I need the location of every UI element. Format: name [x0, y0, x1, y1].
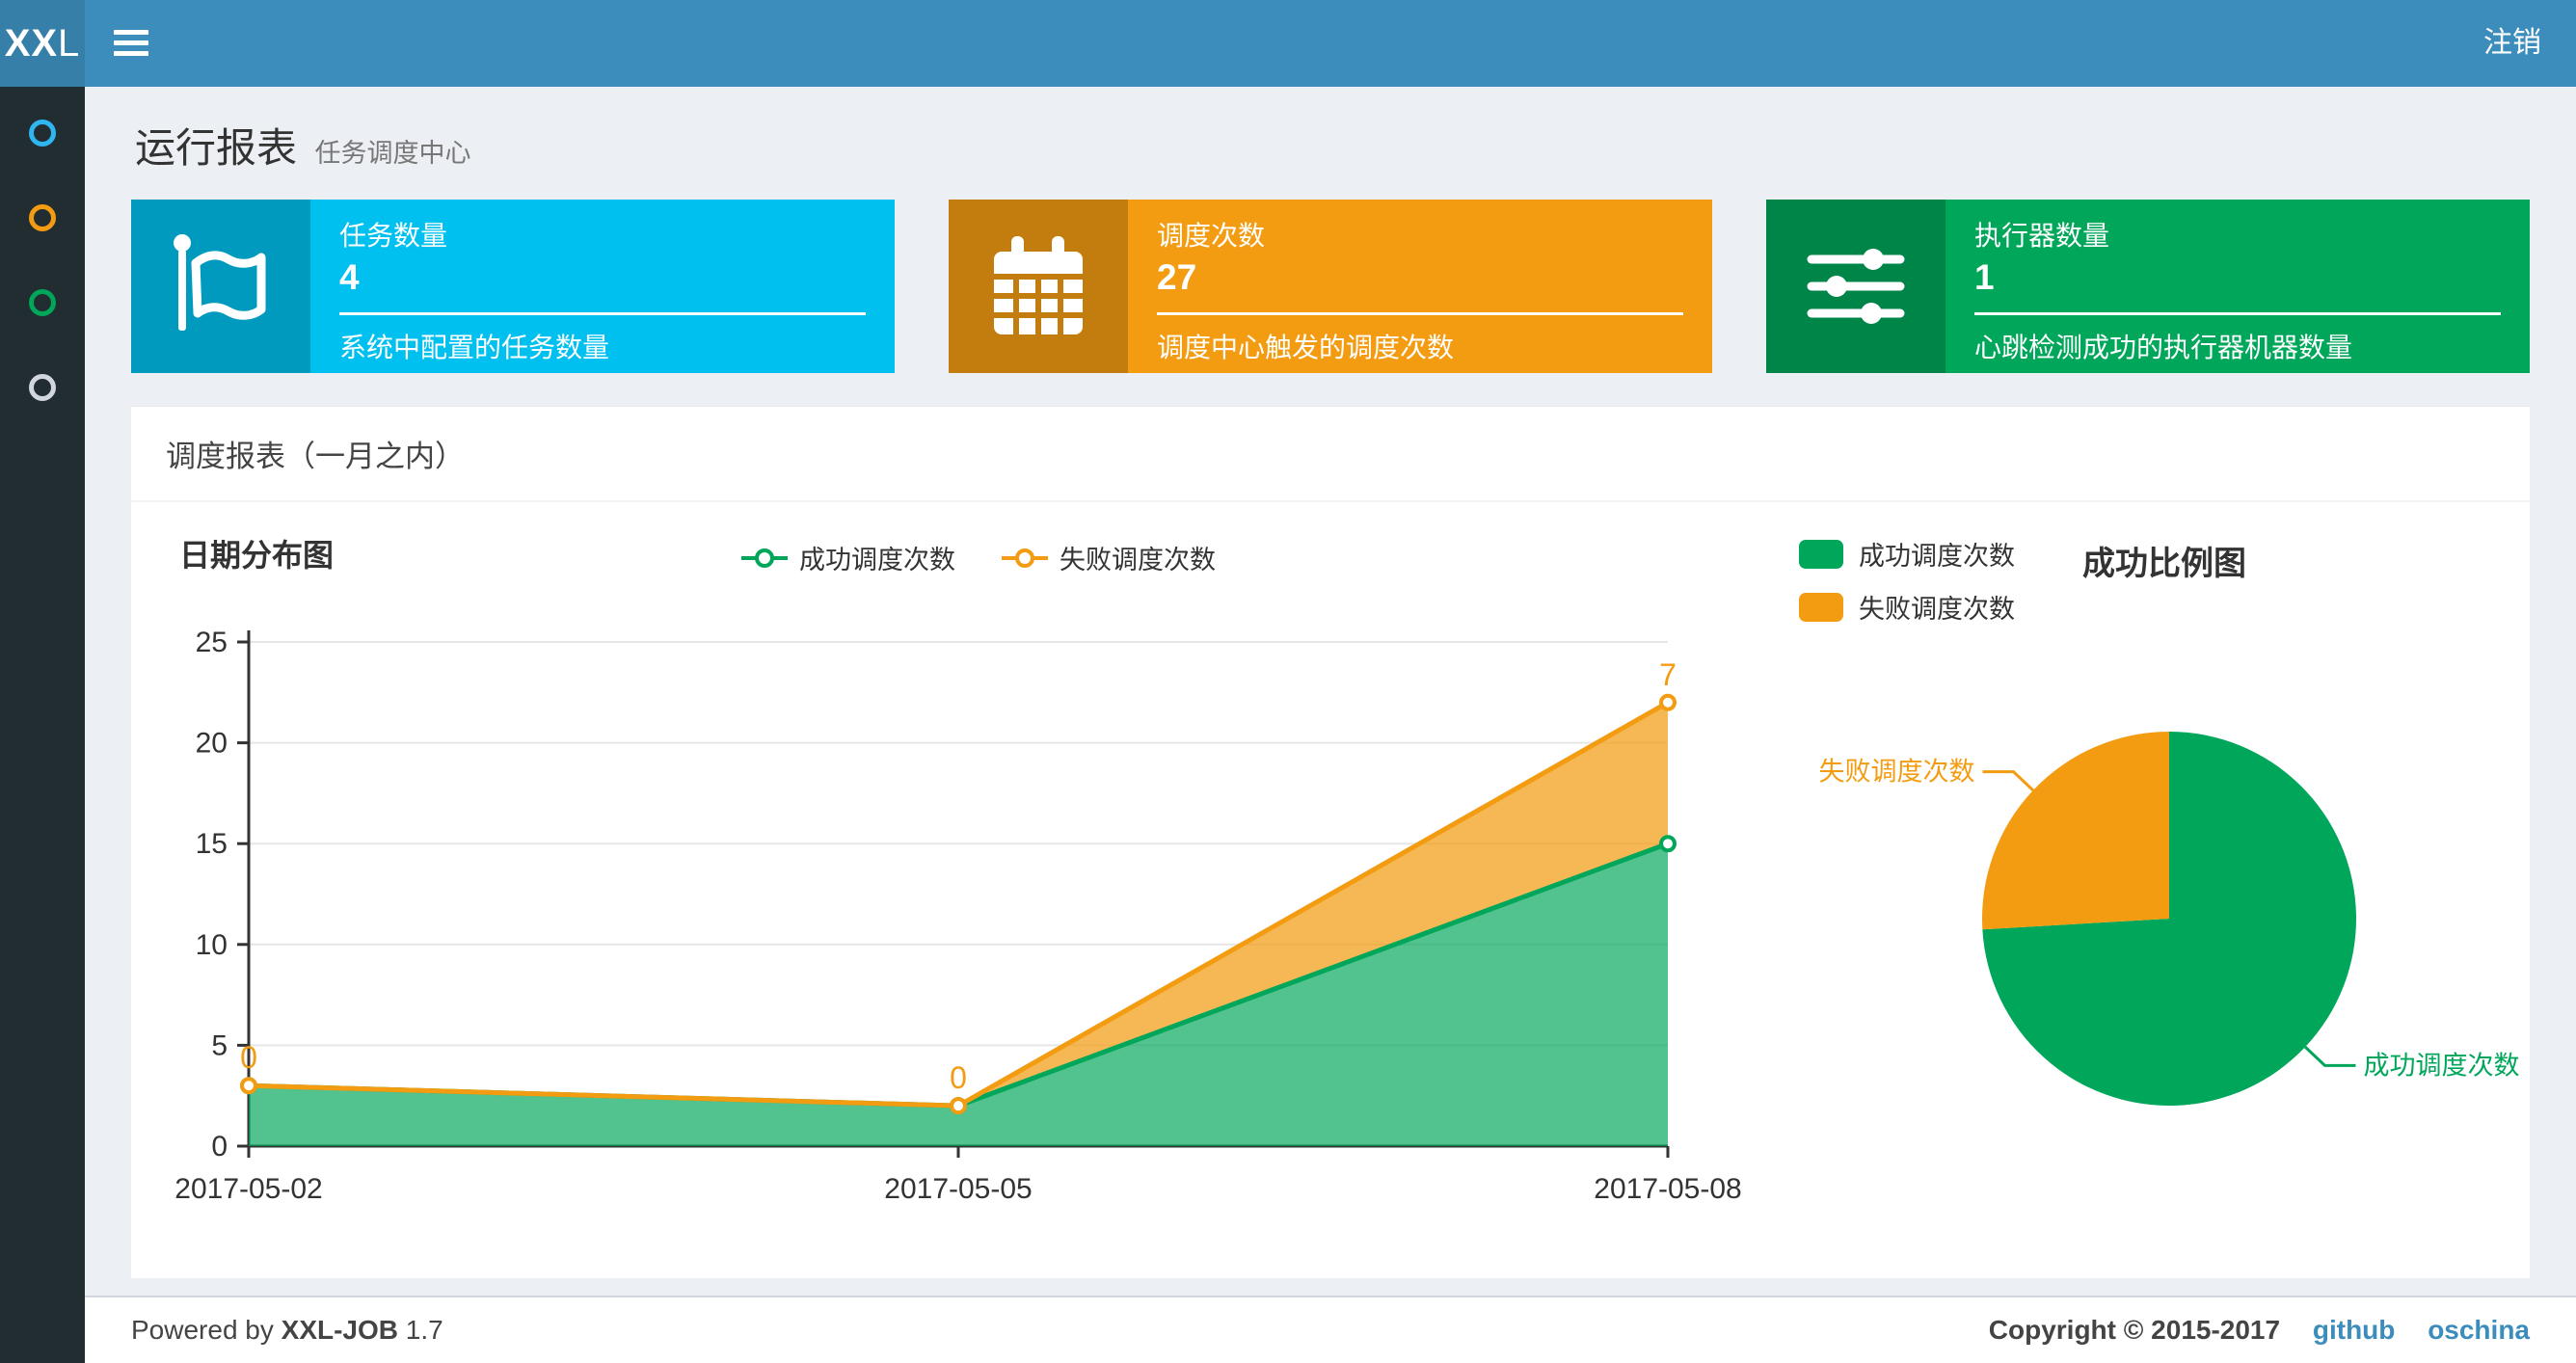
info-box-divider	[1157, 312, 1683, 315]
circle-icon	[29, 204, 56, 231]
x-tick-label: 2017-05-02	[174, 1173, 322, 1205]
callout-line	[2304, 1046, 2356, 1067]
circle-icon	[29, 289, 56, 316]
flag-icon	[131, 200, 310, 373]
footer: Powered by XXL-JOB 1.7 Copyright © 2015-…	[85, 1296, 2576, 1363]
x-tick-label: 2017-05-05	[884, 1173, 1032, 1205]
oschina-link[interactable]: oschina	[2428, 1315, 2530, 1345]
pie-slice	[1982, 732, 2356, 1106]
pie-chart-svg: 成功调度次数 失败调度次数	[1819, 732, 2519, 1106]
data-label: 7	[1659, 657, 1677, 692]
date-distribution-chart: 日期分布图 成功调度次数 失败调度次数 0 5 10 15 20 25 2017-05-02…	[164, 521, 1793, 1240]
sidebar	[0, 87, 85, 1363]
info-box-label: 执行器数量	[1974, 221, 2110, 251]
github-link[interactable]: github	[2312, 1315, 2396, 1345]
fail-marker	[950, 1097, 967, 1115]
sliders-icon	[1766, 200, 1945, 373]
fail-area	[249, 702, 1668, 1107]
circle-icon	[29, 120, 56, 147]
circle-icon	[29, 374, 56, 401]
success-ratio-chart: 成功调度次数 失败调度次数 成功比例图 成功调度次数 失败调度次数	[1793, 521, 2519, 1216]
info-box-label: 任务数量	[339, 221, 448, 251]
powered-by: Powered by XXL-JOB 1.7	[131, 1315, 443, 1345]
product-version: 1.7	[405, 1315, 443, 1345]
y-tick-label: 10	[196, 929, 228, 961]
page-header: 运行报表 任务调度中心	[131, 87, 2530, 200]
logo-text-light: L	[58, 21, 81, 65]
line-chart-legend: 成功调度次数 失败调度次数	[164, 521, 1793, 576]
y-tick-label: 5	[211, 1029, 228, 1061]
line-marker-icon	[1002, 548, 1048, 569]
pie-slice	[1982, 732, 2169, 930]
top-navbar: XX L 注销	[0, 0, 2576, 87]
legend-item-success[interactable]: 成功调度次数	[1799, 535, 2015, 573]
info-box-tasks: 任务数量 4 系统中配置的任务数量	[131, 200, 895, 373]
sidebar-item-other[interactable]	[0, 345, 85, 430]
fail-marker	[1659, 693, 1677, 711]
calendar-icon	[949, 200, 1128, 373]
info-box-executors: 执行器数量 1 心跳检测成功的执行器机器数量	[1766, 200, 2530, 373]
data-label: 0	[240, 1040, 257, 1075]
info-box-description: 调度中心触发的调度次数	[1157, 333, 1455, 362]
legend-item-fail[interactable]: 失败调度次数	[1002, 539, 1216, 576]
product-name: XXL-JOB	[281, 1315, 399, 1345]
fail-marker	[240, 1077, 257, 1095]
y-tick-label: 0	[211, 1131, 228, 1163]
line-marker-icon	[741, 548, 788, 569]
sidebar-item-jobs[interactable]	[0, 175, 85, 260]
info-box-divider	[339, 312, 866, 315]
legend-item-success[interactable]: 成功调度次数	[741, 539, 955, 576]
info-box-value: 1	[1974, 257, 1995, 297]
info-box-value: 4	[339, 257, 360, 297]
data-label: 0	[950, 1060, 967, 1095]
sidebar-item-report[interactable]	[0, 91, 85, 175]
pie-slice-label: 失败调度次数	[1819, 758, 1975, 787]
swatch-icon	[1799, 592, 1843, 622]
y-tick-label: 20	[196, 728, 228, 760]
info-box-row: 任务数量 4 系统中配置的任务数量	[131, 200, 2530, 373]
page-subtitle: 任务调度中心	[314, 139, 471, 168]
content-area: 运行报表 任务调度中心 任务数量 4 系统中配置的任务数量	[85, 87, 2576, 1296]
x-tick-label: 2017-05-08	[1594, 1173, 1741, 1205]
line-chart-title: 日期分布图	[179, 538, 335, 573]
sidebar-toggle-button[interactable]	[85, 0, 177, 87]
pie-slice-label: 成功调度次数	[2363, 1051, 2519, 1080]
y-tick-label: 25	[196, 627, 228, 658]
success-marker	[1659, 835, 1677, 853]
legend-item-fail[interactable]: 失败调度次数	[1799, 588, 2015, 626]
schedule-report-panel: 调度报表（一月之内） 日期分布图 成功调度次数 失败调度次数	[131, 406, 2530, 1278]
info-box-description: 心跳检测成功的执行器机器数量	[1974, 333, 2353, 362]
page-title: 运行报表	[135, 125, 298, 171]
info-box-label: 调度次数	[1157, 221, 1266, 251]
info-box-triggers: 调度次数 27 调度中心触发的调度次数	[949, 200, 1712, 373]
copyright-text: Copyright © 2015-2017	[1988, 1315, 2281, 1345]
logout-link[interactable]: 注销	[2483, 27, 2541, 59]
swatch-icon	[1799, 539, 1843, 569]
info-box-value: 27	[1157, 257, 1197, 297]
callout-line	[1982, 770, 2034, 791]
sidebar-item-log[interactable]	[0, 260, 85, 345]
info-box-description: 系统中配置的任务数量	[339, 333, 610, 362]
pie-chart-title: 成功比例图	[2082, 546, 2246, 582]
panel-title: 调度报表（一月之内）	[131, 407, 2530, 502]
y-tick-label: 15	[196, 828, 228, 860]
info-box-divider	[1974, 312, 2501, 315]
pie-chart-legend: 成功调度次数 失败调度次数	[1799, 535, 2015, 641]
success-area	[249, 843, 1668, 1146]
app-logo[interactable]: XX L	[0, 0, 85, 87]
hamburger-icon	[114, 30, 148, 56]
logo-text-bold: XX	[4, 21, 59, 65]
